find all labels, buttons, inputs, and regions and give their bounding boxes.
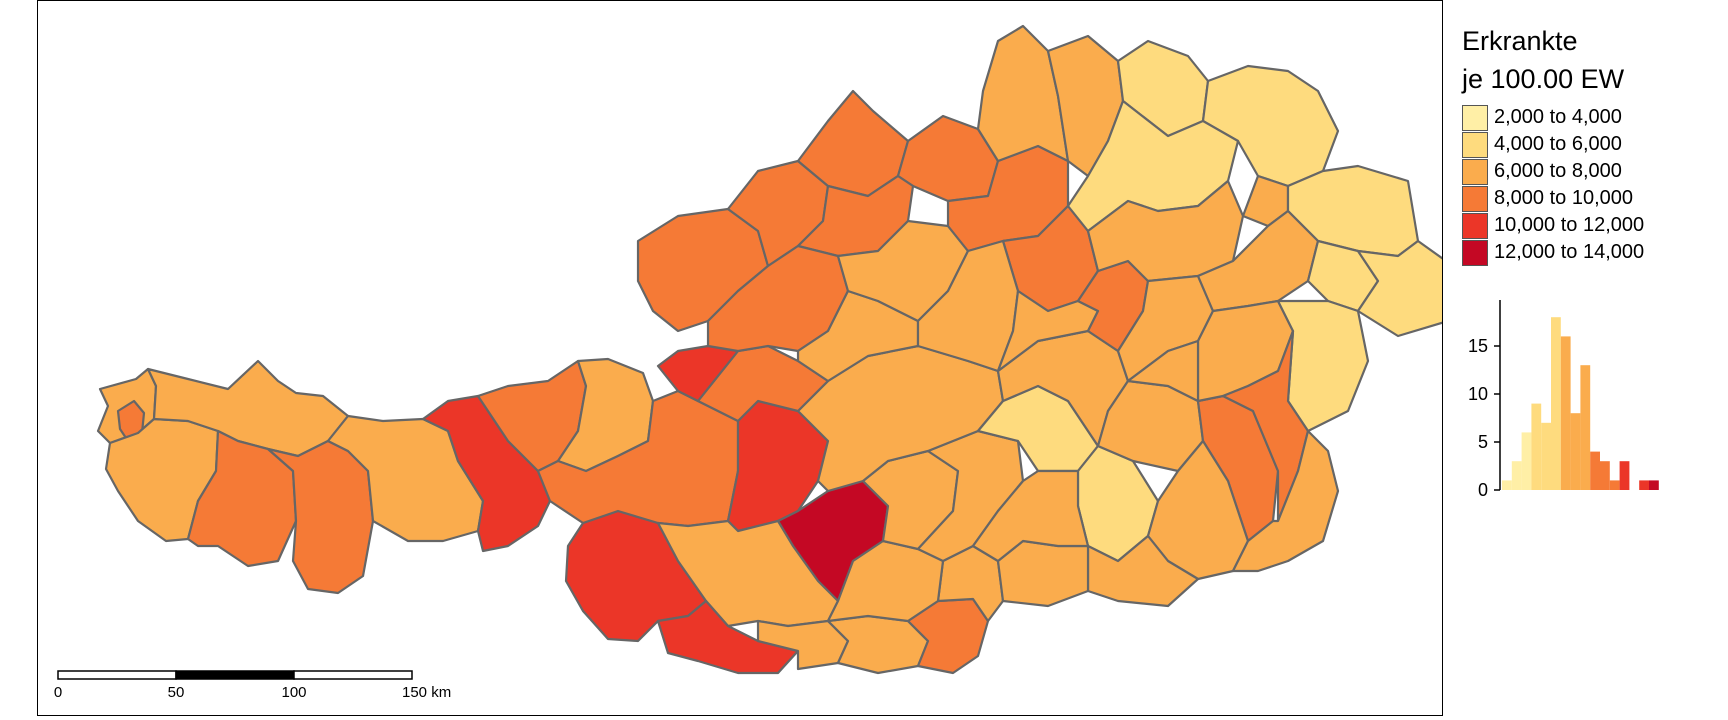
histogram-bar <box>1609 480 1620 490</box>
histogram-bar <box>1649 480 1659 490</box>
district-voitsberg[interactable] <box>971 469 1090 563</box>
histogram-axis: 0 5 10 15 <box>1468 300 1501 500</box>
histogram-bar <box>1502 480 1512 490</box>
histogram-bar <box>1541 422 1551 490</box>
legend-label: 10,000 to 12,000 <box>1494 214 1645 236</box>
histogram-bar <box>1560 336 1571 490</box>
legend-item: 4,000 to 6,000 <box>1462 131 1722 158</box>
legend-swatch <box>1462 239 1488 266</box>
histogram-bar <box>1521 432 1532 490</box>
histogram-tick-label-5: 5 <box>1478 432 1488 452</box>
histogram-bar <box>1511 461 1522 490</box>
scale-label-100: 100 <box>281 684 306 701</box>
district-leibnitz[interactable] <box>1086 534 1200 608</box>
scale-segment-3 <box>293 670 413 680</box>
legend-items: 2,000 to 4,000 4,000 to 6,000 6,000 to 8… <box>1462 104 1722 266</box>
histogram-bar <box>1531 403 1542 490</box>
legend-label: 2,000 to 4,000 <box>1494 106 1622 128</box>
histogram-bar <box>1590 451 1600 490</box>
district-neunkirchen[interactable] <box>1126 339 1200 403</box>
histogram-bar <box>1570 413 1581 490</box>
histogram-tick-label-0: 0 <box>1478 480 1488 500</box>
legend: Erkrankte je 100.00 EW 2,000 to 4,000 4,… <box>1462 22 1722 266</box>
scale-label-50: 50 <box>168 684 185 701</box>
legend-item: 8,000 to 10,000 <box>1462 185 1722 212</box>
legend-label: 8,000 to 10,000 <box>1494 187 1634 209</box>
scale-segment-2 <box>175 670 295 680</box>
legend-histogram: 0 5 10 15 <box>1468 300 1659 500</box>
legend-item: 10,000 to 12,000 <box>1462 212 1722 239</box>
histogram-bars <box>1502 317 1659 490</box>
legend-swatch <box>1462 104 1488 131</box>
legend-swatch <box>1462 131 1488 158</box>
scale-bar: 0 50 100 150 km <box>54 670 451 701</box>
legend-label: 6,000 to 8,000 <box>1494 160 1622 182</box>
histogram-bar <box>1600 461 1610 490</box>
district-baden-moedling[interactable] <box>1196 209 1320 313</box>
histogram-bar <box>1619 461 1630 490</box>
scale-segment-1 <box>57 670 177 680</box>
district-st-veit[interactable] <box>826 539 945 623</box>
legend-item: 12,000 to 14,000 <box>1462 239 1722 266</box>
legend-label: 4,000 to 6,000 <box>1494 133 1622 155</box>
legend-item: 6,000 to 8,000 <box>1462 158 1722 185</box>
legend-swatch <box>1462 185 1488 212</box>
district-neusiedl[interactable] <box>1356 239 1442 338</box>
histogram-bar <box>1580 365 1591 490</box>
legend-swatch <box>1462 212 1488 239</box>
histogram-tick-label-15: 15 <box>1468 336 1488 356</box>
district-gmuend[interactable] <box>976 24 1070 163</box>
district-layer <box>96 24 1442 675</box>
histogram-bar <box>1551 317 1561 490</box>
legend-label: 12,000 to 14,000 <box>1494 241 1645 263</box>
map-frame: 0 50 100 150 km <box>37 0 1443 716</box>
choropleth-map[interactable]: 0 50 100 150 km <box>38 1 1442 715</box>
legend-title-line1: Erkrankte <box>1462 26 1578 56</box>
legend-item: 2,000 to 4,000 <box>1462 104 1722 131</box>
district-melk-st-poelten[interactable] <box>1086 179 1245 283</box>
histogram-tick-label-10: 10 <box>1468 384 1488 404</box>
scale-label-150: 150 km <box>402 684 451 701</box>
scale-label-0: 0 <box>54 684 62 701</box>
legend-swatch <box>1462 158 1488 185</box>
legend-title-line2: je 100.00 EW <box>1462 64 1625 94</box>
district-guessing-jennersdorf[interactable] <box>1231 429 1340 573</box>
histogram-bar <box>1639 480 1649 490</box>
